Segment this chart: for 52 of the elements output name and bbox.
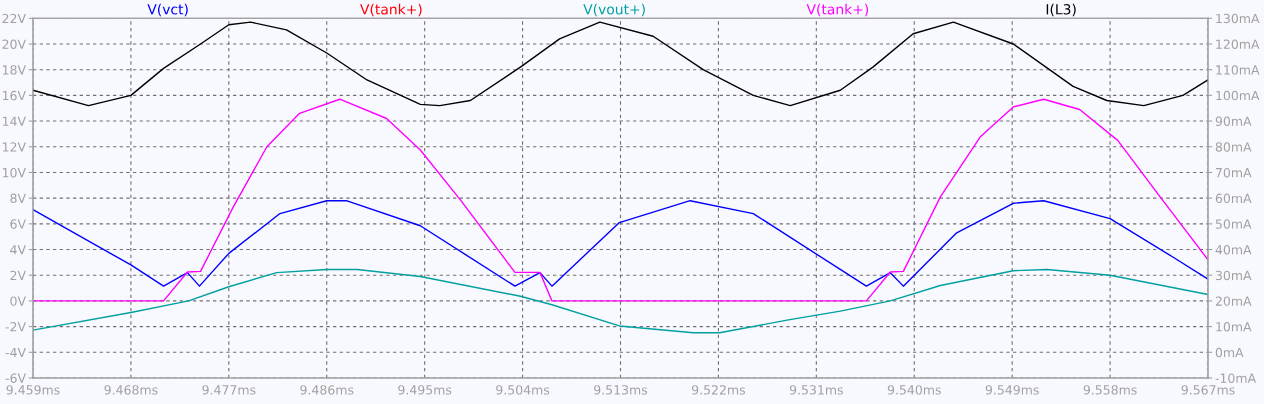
x-tick-label: 9.504ms: [496, 385, 550, 395]
y2-tick-label: 90mA: [1215, 116, 1252, 126]
text: I(L3): [1046, 3, 1076, 17]
x-tick-label: 9.558ms: [1083, 385, 1137, 395]
y-tick-label: -4V: [5, 347, 26, 358]
y-tick-label: 2V: [10, 270, 26, 280]
y-tick-label: 0V: [10, 296, 26, 306]
y2-tick-label: -10mA: [1215, 373, 1256, 383]
y-tick-label: 8V: [10, 193, 26, 204]
line-series: [32, 268, 1208, 334]
y2-tick-label: 0mA: [1215, 347, 1244, 358]
y2-tick-label: 110mA: [1216, 65, 1260, 75]
y-tick-label: -6V: [5, 373, 26, 383]
y2-tick-label: 20mA: [1215, 296, 1252, 306]
text: V(vout+): [583, 3, 645, 17]
y-tick-label: 22V: [2, 13, 26, 24]
y2-tick-label: 120mA: [1216, 39, 1260, 49]
y-tick-label: 20V: [2, 39, 26, 49]
y2-tick-label: 50mA: [1215, 219, 1252, 229]
x-tick-label: 9.495ms: [398, 385, 452, 395]
y-tick-label: 18V: [2, 65, 26, 75]
x-tick-label: 9.549ms: [985, 385, 1039, 395]
y-tick-label: 10V: [2, 167, 26, 178]
text: V(vct): [147, 3, 188, 17]
y-tick-label: 12V: [2, 142, 26, 152]
x-tick-label: 9.468ms: [104, 385, 158, 395]
y2-tick-label: 10mA: [1216, 322, 1252, 332]
line-series: [32, 200, 1208, 287]
legend-label: V(tank+): [360, 3, 422, 17]
y-tick-label: 14V: [2, 116, 26, 126]
line-series: [32, 98, 1208, 302]
y2-tick-label: 100mA: [1216, 90, 1260, 101]
y2-tick-label: 130mA: [1216, 13, 1260, 24]
y2-tick-label: 30mA: [1215, 270, 1252, 281]
x-tick-label: 9.531ms: [789, 385, 843, 395]
x-tick-label: 9.486ms: [300, 385, 354, 395]
y-tick-label: -2V: [5, 322, 26, 332]
y2-tick-label: 60mA: [1215, 193, 1252, 204]
y-tick-label: 4V: [10, 245, 26, 255]
y2-tick-label: 70mA: [1215, 167, 1252, 178]
y2-tick-label: 40mA: [1215, 245, 1252, 255]
x-tick-label: 9.522ms: [691, 385, 746, 395]
y-tick-label: 16V: [2, 90, 26, 101]
text: V(tank+): [806, 3, 869, 17]
x-tick-label: 9.459ms: [6, 385, 60, 395]
line-series: [32, 21, 1208, 107]
x-tick-label: 9.513ms: [594, 385, 648, 395]
x-tick-label: 9.540ms: [887, 385, 941, 395]
y-tick-label: 6V: [10, 219, 26, 229]
x-tick-label: 9.567ms: [1181, 385, 1235, 395]
y2-tick-label: 80mA: [1215, 142, 1252, 152]
x-tick-label: 9.477ms: [202, 385, 256, 395]
